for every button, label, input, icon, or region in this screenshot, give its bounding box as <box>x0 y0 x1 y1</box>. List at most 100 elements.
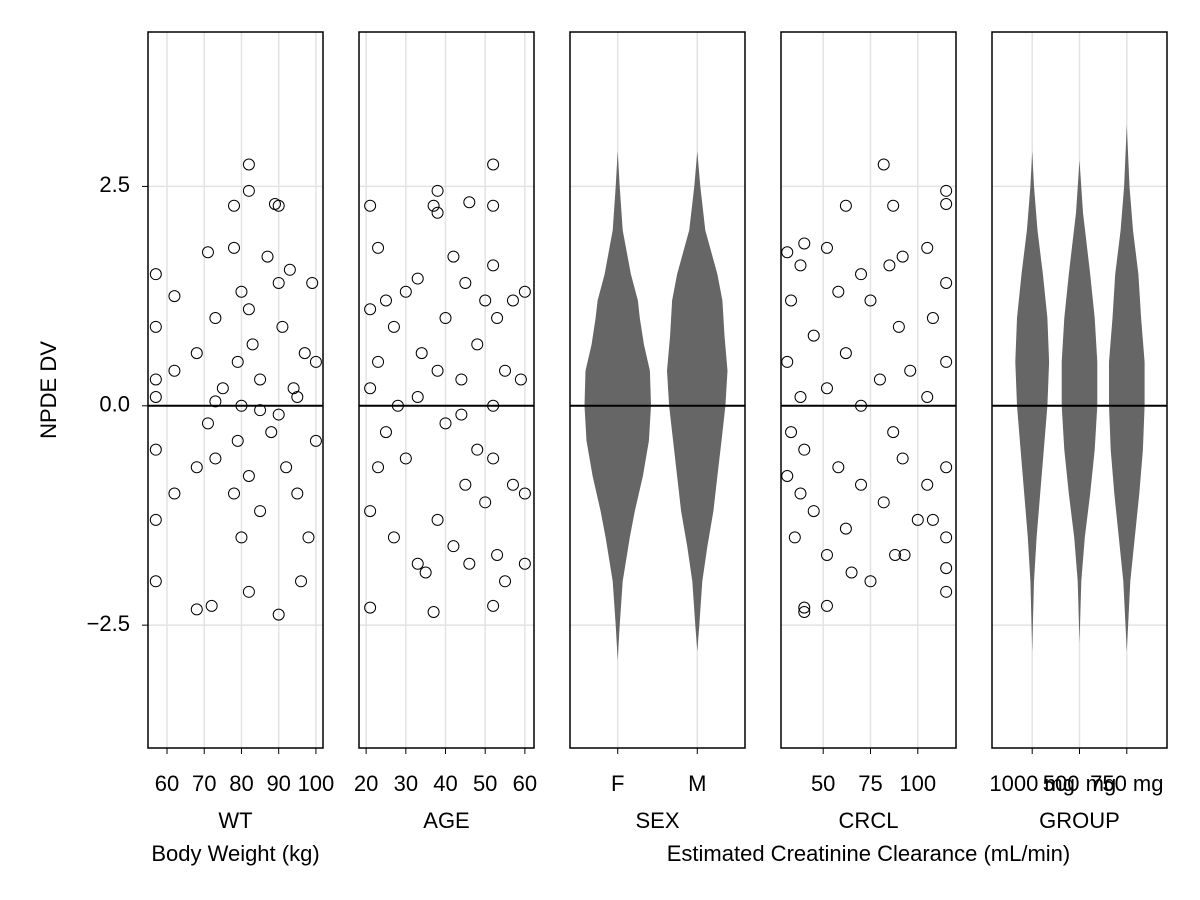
scatter-point <box>463 196 476 209</box>
scatter-point <box>785 426 798 439</box>
scatter-point <box>190 347 203 360</box>
x-axis-label: AGE <box>423 808 469 833</box>
scatter-point <box>364 199 377 212</box>
scatter-point <box>168 364 181 377</box>
scatter-point <box>431 206 444 219</box>
scatter-point <box>254 404 267 417</box>
panel-frame <box>780 31 957 749</box>
scatter-point <box>798 237 811 250</box>
scatter-point <box>781 355 794 368</box>
scatter-point <box>499 575 512 588</box>
scatter-point <box>364 303 377 316</box>
scatter-point <box>216 382 229 395</box>
scatter-point <box>807 329 820 342</box>
x-tick-label: 40 <box>433 771 457 796</box>
scatter-point <box>506 478 519 491</box>
scatter-point <box>149 373 162 386</box>
scatter-point <box>839 199 852 212</box>
scatter-point <box>149 443 162 456</box>
scatter-point <box>455 373 468 386</box>
scatter-point <box>149 391 162 404</box>
x-tick-label: 60 <box>513 771 537 796</box>
x-tick-label: 750 mg <box>1090 771 1163 796</box>
scatter-point <box>921 391 934 404</box>
scatter-point <box>499 364 512 377</box>
x-tick-label: 100 <box>298 771 335 796</box>
scatter-point <box>487 259 500 272</box>
x-tick-label: 50 <box>473 771 497 796</box>
scatter-point <box>794 391 807 404</box>
scatter-point <box>364 382 377 395</box>
scatter-point <box>518 557 531 570</box>
scatter-point <box>471 443 484 456</box>
scatter-point <box>820 241 833 254</box>
x-tick-label: 80 <box>229 771 253 796</box>
scatter-point <box>447 250 460 263</box>
scatter-point <box>807 505 820 518</box>
scatter-point <box>379 426 392 439</box>
scatter-point <box>798 601 811 614</box>
scatter-point <box>254 505 267 518</box>
scatter-point <box>287 382 300 395</box>
y-axis-label: NPDE DV <box>36 341 61 439</box>
scatter-point <box>302 531 315 544</box>
x-axis-label: SEX <box>635 808 679 833</box>
x-tick-label: 50 <box>811 771 835 796</box>
scatter-point <box>439 417 452 430</box>
scatter-point <box>820 548 833 561</box>
scatter-point <box>940 276 953 289</box>
violin <box>667 151 728 652</box>
scatter-point <box>379 294 392 307</box>
scatter-point <box>427 605 440 618</box>
scatter-point <box>832 285 845 298</box>
scatter-point <box>855 478 868 491</box>
scatter-point <box>372 241 385 254</box>
scatter-point <box>246 338 259 351</box>
scatter-point <box>209 312 222 325</box>
y-tick-label: 2.5 <box>99 172 130 197</box>
scatter-point <box>291 391 304 404</box>
scatter-point <box>839 347 852 360</box>
scatter-point <box>877 496 890 509</box>
x-tick-label: 500 mg <box>1043 771 1116 796</box>
scatter-point <box>411 272 424 285</box>
scatter-point <box>272 276 285 289</box>
scatter-point <box>487 599 500 612</box>
scatter-point <box>832 461 845 474</box>
scatter-point <box>940 562 953 575</box>
scatter-point <box>518 487 531 500</box>
scatter-point <box>431 184 444 197</box>
scatter-point <box>387 531 400 544</box>
x-tick-label: 1000 mg <box>989 771 1075 796</box>
scatter-point <box>855 268 868 281</box>
scatter-point <box>231 434 244 447</box>
scatter-point <box>228 241 241 254</box>
x-axis-description: Estimated Creatinine Clearance (mL/min) <box>667 841 1071 866</box>
x-tick-label: 30 <box>394 771 418 796</box>
x-axis-label: WT <box>218 808 252 833</box>
scatter-point <box>794 487 807 500</box>
scatter-point <box>781 246 794 259</box>
scatter-point <box>228 487 241 500</box>
scatter-point <box>399 285 412 298</box>
scatter-point <box>149 320 162 333</box>
scatter-point <box>309 355 322 368</box>
scatter-point <box>487 199 500 212</box>
scatter-point <box>463 557 476 570</box>
x-tick-label: 60 <box>155 771 179 796</box>
panel-frame <box>147 31 324 749</box>
scatter-point <box>387 320 400 333</box>
scatter-point <box>864 294 877 307</box>
scatter-point <box>309 434 322 447</box>
scatter-point <box>415 347 428 360</box>
scatter-point <box>506 294 519 307</box>
scatter-point <box>228 199 241 212</box>
scatter-point <box>940 355 953 368</box>
x-tick-label: 75 <box>858 771 882 796</box>
scatter-point <box>431 364 444 377</box>
scatter-point <box>276 320 289 333</box>
scatter-point <box>201 417 214 430</box>
scatter-point <box>518 285 531 298</box>
scatter-point <box>889 548 902 561</box>
